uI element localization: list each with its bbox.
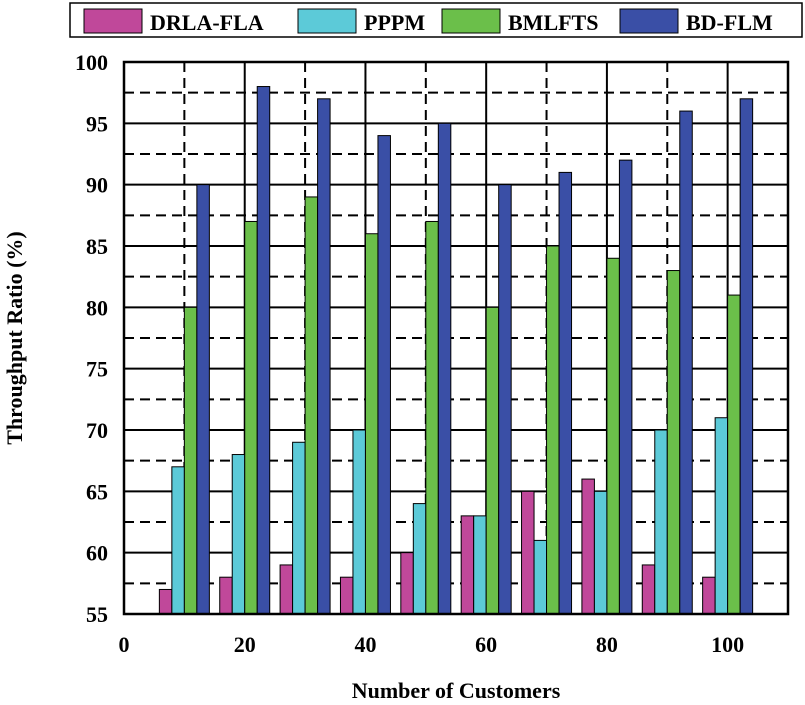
- bar-bmlfts-50: [425, 220, 439, 615]
- bar-drla-fla-30: [279, 564, 294, 615]
- bar-bd-flm-80: [618, 159, 633, 615]
- bar-bmlfts-80: [606, 257, 620, 615]
- legend-box: [69, 2, 803, 38]
- x-tick-label: 60: [475, 632, 497, 657]
- bar-bmlfts-60: [485, 306, 500, 615]
- legend-swatch-pppm: [297, 8, 357, 34]
- legend: DRLA-FLA PPPM BMLFTS BD-FLM: [69, 2, 803, 38]
- bar-pppm-20: [231, 454, 246, 615]
- bar-drla-fla-20: [219, 576, 233, 615]
- y-tick-label: 85: [86, 234, 108, 259]
- bar-bd-flm-50: [437, 122, 452, 615]
- y-tick-label: 55: [86, 602, 108, 627]
- bar-pppm-80: [593, 490, 608, 615]
- y-tick-label: 100: [75, 50, 108, 75]
- bar-bd-flm-70: [558, 171, 573, 615]
- y-tick-label: 90: [86, 173, 108, 198]
- legend-label-bd-flm: BD-FLM: [686, 10, 773, 35]
- x-tick-label: 20: [234, 632, 256, 657]
- legend-label-pppm: PPPM: [364, 10, 425, 35]
- bar-bd-flm-100: [739, 98, 754, 615]
- bar-drla-fla-60: [460, 515, 475, 615]
- bar-pppm-100: [714, 417, 729, 615]
- axis-ticks: 55 60 65 70 75 80 85 90 95 100 0 20 40 60 80 100: [75, 50, 744, 657]
- bar-pppm-50: [412, 503, 427, 615]
- bar-pppm-90: [654, 429, 668, 615]
- bar-bd-flm-90: [679, 110, 693, 615]
- bar-bd-flm-30: [317, 98, 331, 615]
- y-tick-label: 80: [86, 295, 108, 320]
- bar-drla-fla-90: [641, 564, 656, 615]
- bar-pppm-70: [533, 539, 548, 615]
- bar-pppm-30: [292, 441, 306, 615]
- y-tick-label: 70: [86, 418, 108, 443]
- bar-bd-flm-60: [498, 184, 512, 615]
- plot-frame: [122, 60, 790, 616]
- bar-bmlfts-100: [727, 294, 741, 615]
- bar-drla-fla-100: [702, 576, 716, 615]
- x-tick-label: 0: [119, 632, 130, 657]
- bar-bmlfts-30: [304, 196, 319, 615]
- bar-drla-fla-80: [581, 478, 595, 615]
- x-axis-label: Number of Customers: [352, 678, 561, 703]
- y-axis-label: Throughput Ratio (%): [2, 231, 27, 445]
- y-tick-label: 75: [86, 357, 108, 382]
- x-tick-label: 80: [596, 632, 618, 657]
- bar-bmlfts-40: [364, 233, 379, 615]
- bars-group: [158, 86, 754, 615]
- bar-bmlfts-10: [183, 306, 198, 615]
- bar-drla-fla-40: [339, 576, 354, 615]
- legend-swatch-bd-flm: [619, 8, 679, 34]
- bar-bmlfts-20: [244, 220, 258, 615]
- bar-bd-flm-10: [196, 184, 210, 615]
- bar-bmlfts-90: [666, 270, 681, 615]
- y-tick-label: 65: [86, 479, 108, 504]
- bar-pppm-10: [171, 466, 185, 615]
- legend-label-bmlfts: BMLFTS: [508, 10, 598, 35]
- legend-swatch-drla-fla: [83, 8, 143, 34]
- bar-drla-fla-70: [521, 490, 535, 615]
- bar-bd-flm-40: [377, 135, 391, 615]
- y-tick-label: 95: [86, 111, 108, 136]
- bar-drla-fla-10: [158, 588, 173, 615]
- legend-swatch-bmlfts: [441, 8, 501, 34]
- bar-bmlfts-70: [546, 245, 560, 615]
- legend-label-drla-fla: DRLA-FLA: [150, 10, 264, 35]
- x-tick-label: 40: [354, 632, 376, 657]
- bar-pppm-40: [352, 429, 366, 615]
- y-tick-label: 60: [86, 541, 108, 566]
- bar-bd-flm-20: [256, 86, 271, 615]
- bar-pppm-60: [473, 515, 487, 615]
- bar-drla-fla-50: [400, 552, 414, 615]
- x-tick-label: 100: [711, 632, 744, 657]
